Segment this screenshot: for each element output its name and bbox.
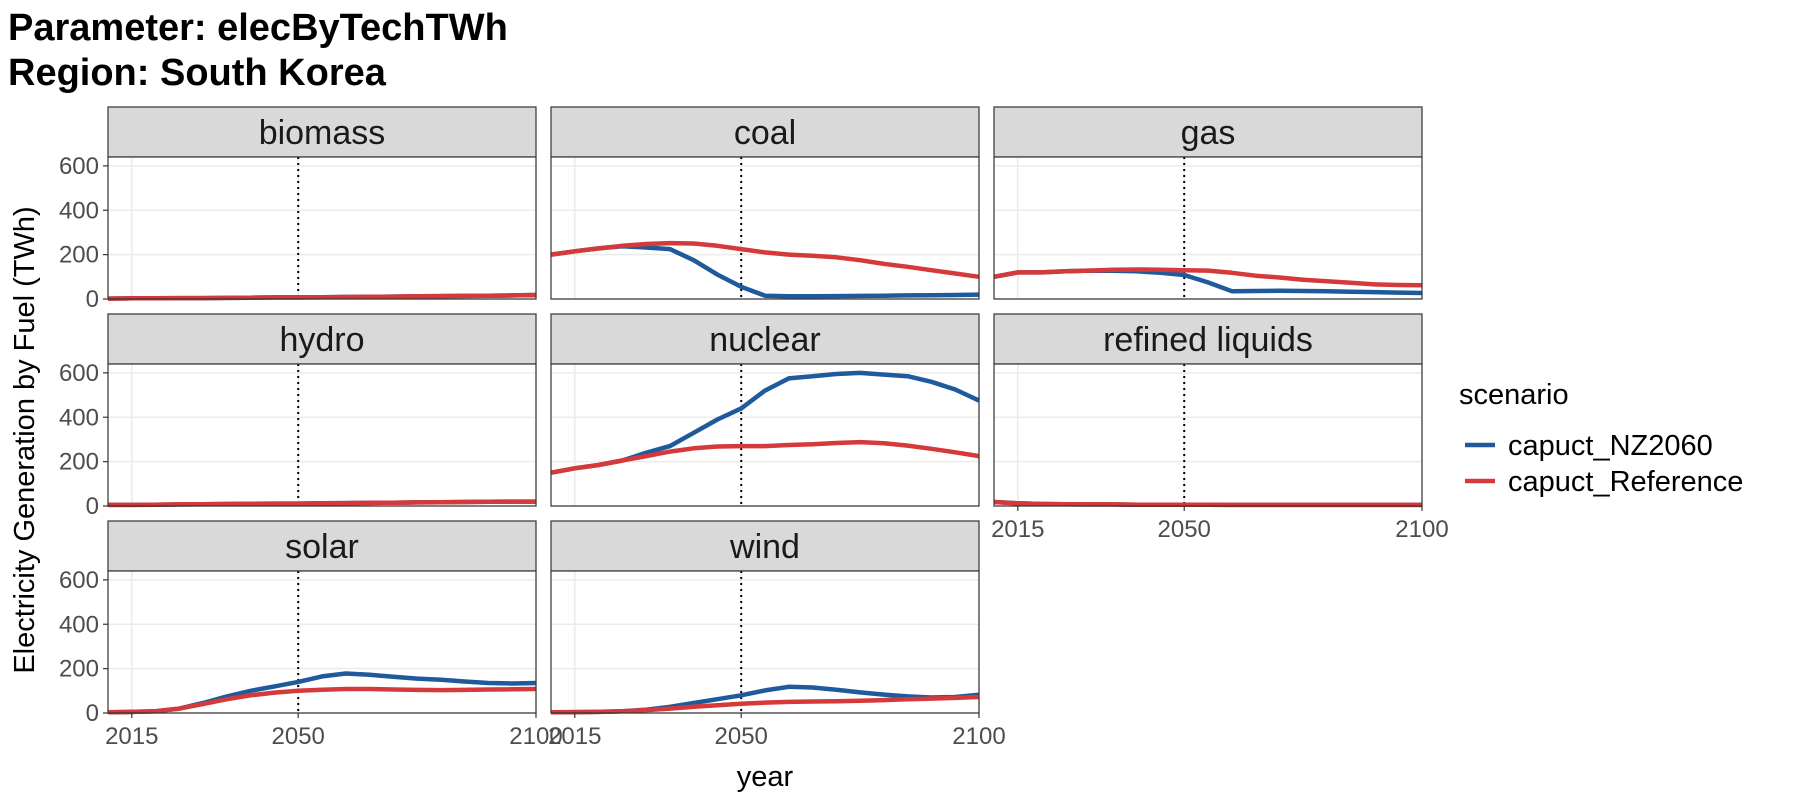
facet-label-wind: wind bbox=[729, 528, 800, 566]
y-tick-label: 400 bbox=[59, 404, 99, 431]
series-line-capuct-reference-hydro bbox=[108, 499, 536, 508]
facet-plot-area-biomass bbox=[108, 157, 536, 299]
legend-label-capuct-reference: capuct_Reference bbox=[1508, 466, 1743, 498]
facet-label-biomass: biomass bbox=[259, 114, 386, 152]
legend-item-capuct-nz2060: capuct_NZ2060 bbox=[1465, 430, 1713, 462]
y-axis-title: Electricity Generation by Fuel (TWh) bbox=[9, 206, 41, 673]
series-line-capuct-reference-solar bbox=[107, 686, 537, 715]
facet-label-gas: gas bbox=[1181, 114, 1236, 152]
y-tick-label: 200 bbox=[59, 656, 99, 683]
x-tick-label: 2015 bbox=[105, 723, 158, 750]
series-line-capuct-reference-coal bbox=[550, 240, 980, 280]
series-line-capuct-reference-wind bbox=[550, 694, 980, 715]
facet-strip-wind bbox=[550, 520, 980, 572]
facet-coal: coal bbox=[550, 106, 980, 300]
facet-panels: biomass 0 200 400 600 coal gas hydro 0 200 400 600 n… bbox=[59, 106, 1449, 750]
series-line-capuct-reference-nuclear bbox=[550, 439, 980, 475]
x-axis-title: year bbox=[737, 761, 794, 793]
legend: scenario capuct_NZ2060 capuct_Reference bbox=[1459, 379, 1743, 498]
facet-strip-biomass bbox=[107, 106, 537, 158]
facet-solar: solar 0 200 400 600 2015 2050 2100 bbox=[59, 520, 563, 750]
x-tick-label: 2100 bbox=[952, 723, 1005, 750]
y-tick-label: 0 bbox=[86, 700, 99, 727]
x-tick-label: 2100 bbox=[1395, 516, 1448, 543]
series-line-capuct-reference-refined-liquids bbox=[993, 499, 1422, 508]
y-tick-label: 0 bbox=[86, 493, 99, 520]
y-tick-label: 200 bbox=[59, 242, 99, 269]
facet-plot-area-gas bbox=[994, 157, 1422, 299]
y-tick-label: 400 bbox=[59, 611, 99, 638]
facet-strip-refined-liquids bbox=[993, 313, 1423, 365]
legend-label-capuct-nz2060: capuct_NZ2060 bbox=[1508, 430, 1713, 462]
chart-title-line-2: Region: South Korea bbox=[8, 52, 387, 94]
legend-title: scenario bbox=[1459, 379, 1569, 411]
facet-plot-area-hydro bbox=[108, 364, 536, 506]
facet-plot-area-coal bbox=[551, 157, 979, 299]
facet-refined-liquids: refined liquids 2015 2050 2100 bbox=[991, 313, 1449, 543]
facet-label-coal: coal bbox=[734, 114, 796, 152]
y-tick-label: 600 bbox=[59, 153, 99, 180]
facet-border-biomass bbox=[107, 156, 537, 300]
x-tick-label: 2100 bbox=[509, 723, 562, 750]
legend-item-capuct-reference: capuct_Reference bbox=[1465, 466, 1743, 498]
facet-border-refined-liquids bbox=[993, 363, 1423, 507]
y-tick-label: 400 bbox=[59, 197, 99, 224]
series-line-capuct-reference-gas bbox=[993, 267, 1423, 288]
facet-plot-area-nuclear bbox=[551, 364, 979, 506]
facet-nuclear: nuclear bbox=[550, 313, 980, 507]
facet-plot-area-refined-liquids bbox=[994, 364, 1422, 506]
chart-title-line-1: Parameter: elecByTechTWh bbox=[8, 7, 508, 49]
facet-strip-nuclear bbox=[550, 313, 980, 365]
facet-border-hydro bbox=[107, 363, 537, 507]
facet-label-nuclear: nuclear bbox=[709, 321, 821, 359]
facet-label-solar: solar bbox=[285, 528, 359, 566]
y-tick-label: 200 bbox=[59, 449, 99, 476]
facet-strip-gas bbox=[993, 106, 1423, 158]
facet-label-refined-liquids: refined liquids bbox=[1103, 321, 1313, 359]
facet-biomass: biomass 0 200 400 600 bbox=[59, 106, 537, 313]
x-tick-label: 2050 bbox=[1158, 516, 1211, 543]
facet-border-nuclear bbox=[550, 363, 980, 507]
facet-wind: wind 2015 2050 2100 bbox=[548, 520, 1006, 750]
y-tick-label: 600 bbox=[59, 360, 99, 387]
series-line-capuct-reference-biomass bbox=[107, 292, 537, 301]
x-tick-label: 2015 bbox=[548, 723, 601, 750]
y-tick-label: 0 bbox=[86, 286, 99, 313]
facet-border-coal bbox=[550, 156, 980, 300]
facet-border-solar bbox=[107, 570, 537, 714]
facet-strip-hydro bbox=[107, 313, 537, 365]
x-tick-label: 2050 bbox=[272, 723, 325, 750]
facet-label-hydro: hydro bbox=[279, 321, 364, 359]
facet-gas: gas bbox=[993, 106, 1423, 300]
x-tick-label: 2050 bbox=[715, 723, 768, 750]
x-tick-label: 2015 bbox=[991, 516, 1044, 543]
facet-border-wind bbox=[550, 570, 980, 714]
y-tick-label: 600 bbox=[59, 567, 99, 594]
facet-border-gas bbox=[993, 156, 1423, 300]
facet-hydro: hydro 0 200 400 600 bbox=[59, 313, 537, 520]
